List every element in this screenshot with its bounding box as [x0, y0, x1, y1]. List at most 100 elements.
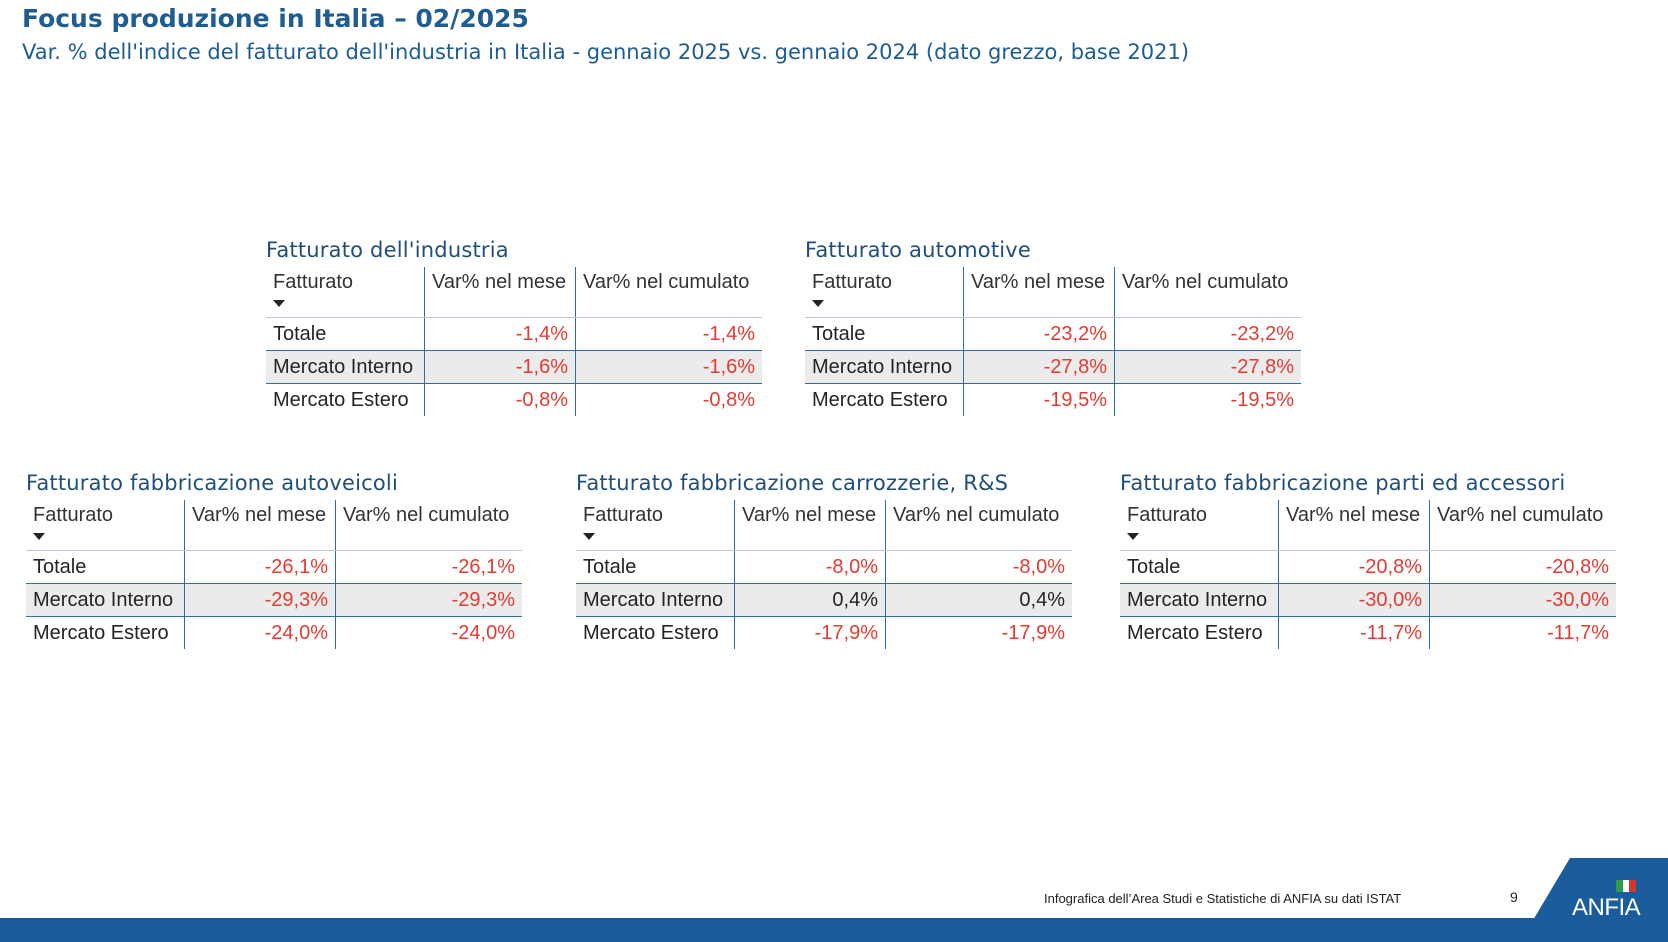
column-header-var-cumulato[interactable]: Var% nel cumulato — [1429, 500, 1616, 551]
table-header-row: Fatturato Var% nel mese Var% nel cumulat… — [576, 500, 1072, 551]
var-cumulato-cell: -19,5% — [1114, 383, 1301, 416]
column-header-label: Var% nel cumulato — [1437, 504, 1604, 526]
column-header-label: Var% nel mese — [971, 271, 1106, 293]
panel-title: Fatturato fabbricazione carrozzerie, R&S — [576, 471, 1009, 495]
var-cumulato-cell: -17,9% — [885, 616, 1072, 649]
column-header-label: Fatturato — [812, 271, 893, 293]
table-row[interactable]: Totale -1,4% -1,4% — [266, 317, 762, 351]
var-mese-cell: -20,8% — [1278, 550, 1430, 584]
row-label: Mercato Interno — [1120, 583, 1279, 617]
column-header-label: Var% nel cumulato — [583, 271, 750, 293]
table-row[interactable]: Totale -23,2% -23,2% — [805, 317, 1301, 351]
sort-caret-icon[interactable] — [273, 300, 285, 307]
column-header-label: Fatturato — [33, 504, 114, 526]
column-header-var-cumulato[interactable]: Var% nel cumulato — [1114, 267, 1301, 318]
column-header-label: Fatturato — [273, 271, 354, 293]
var-mese-cell: -8,0% — [734, 550, 886, 584]
panel-fabbricazione-parti: Fatturato fabbricazione parti ed accesso… — [1120, 468, 1616, 649]
panel-title: Fatturato fabbricazione parti ed accesso… — [1120, 471, 1566, 495]
row-label: Mercato Estero — [583, 622, 719, 644]
table-row[interactable]: Totale -8,0% -8,0% — [576, 550, 1072, 584]
column-header-label: Var% nel cumulato — [1122, 271, 1289, 293]
var-cumulato-cell: -1,6% — [575, 350, 762, 384]
panel-fabbricazione-carrozzerie: Fatturato fabbricazione carrozzerie, R&S… — [576, 468, 1072, 649]
table-row[interactable]: Mercato Estero -0,8% -0,8% — [266, 383, 762, 416]
sort-caret-icon[interactable] — [33, 533, 45, 540]
footer-caption: Infografica dell’Area Studi e Statistich… — [1044, 891, 1402, 906]
column-header-label: Var% nel mese — [432, 271, 567, 293]
row-label: Mercato Interno — [805, 350, 964, 384]
table-header-row: Fatturato Var% nel mese Var% nel cumulat… — [805, 267, 1301, 318]
panel-title: Fatturato automotive — [805, 238, 1032, 262]
var-cumulato-cell: -0,8% — [575, 383, 762, 416]
row-label: Totale — [1120, 550, 1279, 584]
flag-stripe-red — [1629, 880, 1637, 892]
table-row[interactable]: Mercato Interno -1,6% -1,6% — [266, 350, 762, 384]
var-cumulato-cell: -1,4% — [575, 317, 762, 351]
table-row[interactable]: Mercato Interno -27,8% -27,8% — [805, 350, 1301, 384]
table-row[interactable]: Mercato Estero -24,0% -24,0% — [26, 616, 522, 649]
column-header-label: Fatturato — [1127, 504, 1208, 526]
var-cumulato-cell: 0,4% — [885, 583, 1072, 617]
column-header-fatturato[interactable]: Fatturato — [576, 500, 735, 551]
var-cumulato-cell: -11,7% — [1429, 616, 1616, 649]
column-header-var-mese[interactable]: Var% nel mese — [963, 267, 1115, 318]
column-header-fatturato[interactable]: Fatturato — [1120, 500, 1279, 551]
sort-caret-icon[interactable] — [1127, 533, 1139, 540]
row-label: Mercato Estero — [33, 622, 169, 644]
column-header-var-mese[interactable]: Var% nel mese — [734, 500, 886, 551]
column-header-var-mese[interactable]: Var% nel mese — [424, 267, 576, 318]
table-row[interactable]: Totale -20,8% -20,8% — [1120, 550, 1616, 584]
table-row[interactable]: Mercato Interno -29,3% -29,3% — [26, 583, 522, 617]
table-row[interactable]: Mercato Estero -19,5% -19,5% — [805, 383, 1301, 416]
row-label: Totale — [266, 317, 425, 351]
sort-caret-icon[interactable] — [583, 533, 595, 540]
italian-flag-icon — [1616, 880, 1637, 892]
var-mese-cell: -17,9% — [734, 616, 886, 649]
data-table: Fatturato Var% nel mese Var% nel cumulat… — [26, 500, 522, 649]
var-cumulato-cell: -29,3% — [335, 583, 522, 617]
page-title: Focus produzione in Italia – 02/2025 — [22, 4, 529, 33]
column-header-label: Var% nel mese — [1286, 504, 1421, 526]
column-header-fatturato[interactable]: Fatturato — [266, 267, 425, 318]
panel-fatturato-automotive: Fatturato automotive Fatturato Var% nel … — [805, 235, 1301, 416]
row-label: Mercato Interno — [266, 350, 425, 384]
column-header-fatturato[interactable]: Fatturato — [26, 500, 185, 551]
footer-bar — [0, 918, 1668, 942]
data-table: Fatturato Var% nel mese Var% nel cumulat… — [805, 267, 1301, 416]
var-mese-cell: -19,5% — [963, 383, 1115, 416]
table-row[interactable]: Mercato Interno -30,0% -30,0% — [1120, 583, 1616, 617]
column-header-var-mese[interactable]: Var% nel mese — [184, 500, 336, 551]
var-cumulato-cell: -8,0% — [885, 550, 1072, 584]
flag-stripe-white — [1622, 880, 1630, 892]
data-table: Fatturato Var% nel mese Var% nel cumulat… — [1120, 500, 1616, 649]
table-header-row: Fatturato Var% nel mese Var% nel cumulat… — [266, 267, 762, 318]
table-header-row: Fatturato Var% nel mese Var% nel cumulat… — [1120, 500, 1616, 551]
var-mese-cell: -0,8% — [424, 383, 576, 416]
row-label: Mercato Estero — [273, 389, 409, 411]
column-header-label: Fatturato — [583, 504, 664, 526]
column-header-var-cumulato[interactable]: Var% nel cumulato — [885, 500, 1072, 551]
var-mese-cell: -1,6% — [424, 350, 576, 384]
column-header-label: Var% nel mese — [742, 504, 877, 526]
table-row[interactable]: Totale -26,1% -26,1% — [26, 550, 522, 584]
table-row[interactable]: Mercato Estero -11,7% -11,7% — [1120, 616, 1616, 649]
table-header-row: Fatturato Var% nel mese Var% nel cumulat… — [26, 500, 522, 551]
page-number: 9 — [1510, 889, 1518, 905]
column-header-var-cumulato[interactable]: Var% nel cumulato — [575, 267, 762, 318]
var-cumulato-cell: -26,1% — [335, 550, 522, 584]
data-table: Fatturato Var% nel mese Var% nel cumulat… — [576, 500, 1072, 649]
var-cumulato-cell: -23,2% — [1114, 317, 1301, 351]
row-label: Mercato Estero — [1127, 622, 1263, 644]
table-row[interactable]: Mercato Estero -17,9% -17,9% — [576, 616, 1072, 649]
column-header-var-mese[interactable]: Var% nel mese — [1278, 500, 1430, 551]
var-cumulato-cell: -27,8% — [1114, 350, 1301, 384]
table-row[interactable]: Mercato Interno 0,4% 0,4% — [576, 583, 1072, 617]
column-header-fatturato[interactable]: Fatturato — [805, 267, 964, 318]
var-mese-cell: -27,8% — [963, 350, 1115, 384]
sort-caret-icon[interactable] — [812, 300, 824, 307]
column-header-var-cumulato[interactable]: Var% nel cumulato — [335, 500, 522, 551]
row-label: Totale — [805, 317, 964, 351]
var-mese-cell: -23,2% — [963, 317, 1115, 351]
panel-title: Fatturato dell'industria — [266, 238, 509, 262]
